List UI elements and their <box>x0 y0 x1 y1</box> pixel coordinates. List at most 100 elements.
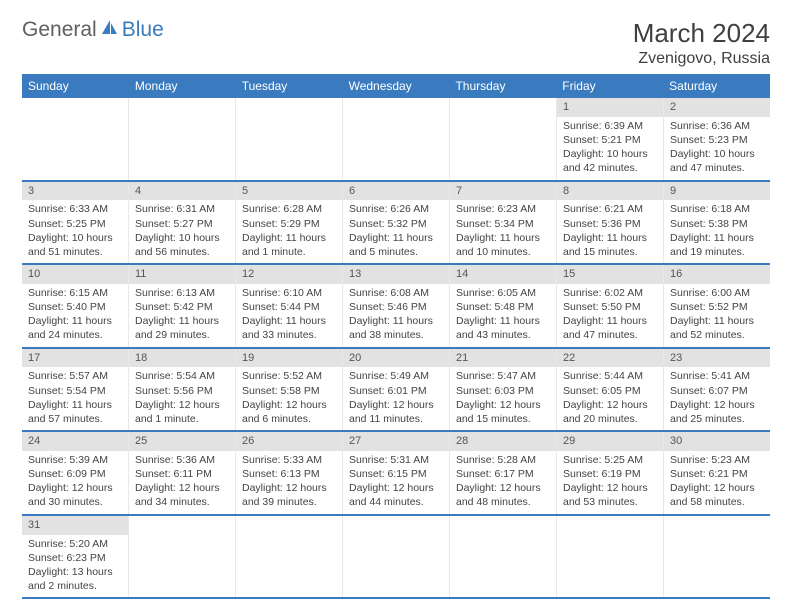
day-detail-line: and 56 minutes. <box>135 245 229 259</box>
day-detail-line: Sunrise: 6:10 AM <box>242 286 336 300</box>
day-number: 6 <box>343 182 449 201</box>
day-detail-line: and 2 minutes. <box>28 579 122 593</box>
day-number: 11 <box>129 265 235 284</box>
calendar-cell: 5Sunrise: 6:28 AMSunset: 5:29 PMDaylight… <box>236 182 343 264</box>
day-number: 15 <box>557 265 663 284</box>
day-number: 25 <box>129 432 235 451</box>
day-detail-line: Daylight: 13 hours <box>28 565 122 579</box>
calendar-row: 17Sunrise: 5:57 AMSunset: 5:54 PM Dayligh… <box>22 349 770 433</box>
day-number: 14 <box>450 265 556 284</box>
calendar-row: 1 Sunrise: 6:39 AMSunset: 5:21 PMDaylight… <box>22 98 770 182</box>
calendar-cell: 24Sunrise: 5:39 AMSunset: 6:09 PMDayligh… <box>22 432 129 514</box>
day-detail-line: Sunset: 6:01 PM <box>349 384 443 398</box>
day-detail-line: Sunset: 6:11 PM <box>135 467 229 481</box>
calendar-header-cell: Tuesday <box>236 74 343 98</box>
day-detail-line: and 39 minutes. <box>242 495 336 509</box>
calendar-cell: 19Sunrise: 5:52 AMSunset: 5:58 PMDayligh… <box>236 349 343 431</box>
day-detail-line: and 48 minutes. <box>456 495 550 509</box>
day-detail-line: Daylight: 11 hours <box>563 314 657 328</box>
day-detail-line: Daylight: 12 hours <box>349 481 443 495</box>
calendar-body: 1Sunrise: 6:39 AMSunset: 5:21 PMDaylight… <box>22 98 770 599</box>
day-number: 19 <box>236 349 342 368</box>
calendar-cell: 3Sunrise: 6:33 AMSunset: 5:25 PMDaylight… <box>22 182 129 264</box>
day-detail-line: Sunset: 5:21 PM <box>563 133 657 147</box>
calendar-cell: 31Sunrise: 5:20 AMSunset: 6:23 PMDayligh… <box>22 516 129 598</box>
day-detail-line: Daylight: 11 hours <box>349 231 443 245</box>
day-detail-line: Sunset: 5:44 PM <box>242 300 336 314</box>
day-number: 24 <box>22 432 128 451</box>
calendar-cell: 22Sunrise: 5:44 AMSunset: 6:05 PMDayligh… <box>557 349 664 431</box>
day-detail-line: Sunrise: 6:39 AM <box>563 119 657 133</box>
day-detail-line: Daylight: 11 hours <box>349 314 443 328</box>
day-detail-line: Sunset: 5:27 PM <box>135 217 229 231</box>
day-detail-line: Sunrise: 5:52 AM <box>242 369 336 383</box>
day-detail-line: Daylight: 12 hours <box>242 398 336 412</box>
day-detail-line: Sunset: 6:23 PM <box>28 551 122 565</box>
day-detail-line: Daylight: 11 hours <box>563 231 657 245</box>
day-detail-line: Sunrise: 5:20 AM <box>28 537 122 551</box>
calendar-header-cell: Saturday <box>663 74 770 98</box>
day-detail-line: Sunset: 6:07 PM <box>670 384 764 398</box>
day-number: 1 <box>557 98 663 117</box>
calendar-cell: 25Sunrise: 5:36 AMSunset: 6:11 PMDayligh… <box>129 432 236 514</box>
calendar-cell-empty <box>129 98 236 180</box>
day-detail-line: Sunrise: 5:33 AM <box>242 453 336 467</box>
day-detail-line: Daylight: 11 hours <box>242 314 336 328</box>
day-number: 23 <box>664 349 770 368</box>
calendar-header-cell: Friday <box>556 74 663 98</box>
calendar-cell: 15Sunrise: 6:02 AMSunset: 5:50 PMDayligh… <box>557 265 664 347</box>
calendar-cell: 6Sunrise: 6:26 AMSunset: 5:32 PMDaylight… <box>343 182 450 264</box>
day-number: 30 <box>664 432 770 451</box>
day-detail-line: Sunrise: 6:05 AM <box>456 286 550 300</box>
day-detail-line: Daylight: 12 hours <box>670 481 764 495</box>
day-number: 7 <box>450 182 556 201</box>
calendar-cell: 1 Sunrise: 6:39 AMSunset: 5:21 PMDaylight… <box>557 98 664 180</box>
day-detail-line: Daylight: 12 hours <box>242 481 336 495</box>
day-detail-line: and 19 minutes. <box>670 245 764 259</box>
day-detail-line: Sunrise: 5:25 AM <box>563 453 657 467</box>
calendar-header-row: SundayMondayTuesdayWednesdayThursdayFrid… <box>22 74 770 98</box>
calendar-row: 3Sunrise: 6:33 AMSunset: 5:25 PMDaylight… <box>22 182 770 266</box>
day-detail-line: Daylight: 12 hours <box>349 398 443 412</box>
day-detail-line: and 34 minutes. <box>135 495 229 509</box>
day-detail-line: Sunset: 6:19 PM <box>563 467 657 481</box>
day-detail-line: Daylight: 10 hours <box>135 231 229 245</box>
day-detail-line: Daylight: 11 hours <box>456 314 550 328</box>
day-detail-line: Sunrise: 5:41 AM <box>670 369 764 383</box>
calendar-cell-empty <box>236 516 343 598</box>
day-detail-line: Daylight: 10 hours <box>563 147 657 161</box>
day-number: 21 <box>450 349 556 368</box>
day-detail-line: Sunrise: 5:57 AM <box>28 369 122 383</box>
day-detail-line: Sunset: 5:52 PM <box>670 300 764 314</box>
day-detail-line: Sunset: 5:29 PM <box>242 217 336 231</box>
day-detail-line: and 33 minutes. <box>242 328 336 342</box>
day-number: 18 <box>129 349 235 368</box>
day-detail-line: and 15 minutes. <box>563 245 657 259</box>
calendar-cell: 14Sunrise: 6:05 AMSunset: 5:48 PMDayligh… <box>450 265 557 347</box>
calendar-cell: 8Sunrise: 6:21 AMSunset: 5:36 PMDaylight… <box>557 182 664 264</box>
day-detail-line: Sunset: 6:21 PM <box>670 467 764 481</box>
day-number: 8 <box>557 182 663 201</box>
day-detail-line: Sunset: 5:32 PM <box>349 217 443 231</box>
day-detail-line: Sunset: 5:54 PM <box>28 384 122 398</box>
day-detail-line: Sunrise: 5:31 AM <box>349 453 443 467</box>
day-number: 5 <box>236 182 342 201</box>
title-block: March 2024 Zvenigovo, Russia <box>633 18 770 68</box>
day-detail-line: and 53 minutes. <box>563 495 657 509</box>
day-detail-line: Sunset: 5:38 PM <box>670 217 764 231</box>
calendar-row: 10Sunrise: 6:15 AMSunset: 5:40 PMDayligh… <box>22 265 770 349</box>
day-detail-line: Sunrise: 5:49 AM <box>349 369 443 383</box>
day-number: 13 <box>343 265 449 284</box>
calendar-cell: 12Sunrise: 6:10 AMSunset: 5:44 PMDayligh… <box>236 265 343 347</box>
day-detail-line: Sunset: 5:36 PM <box>563 217 657 231</box>
calendar-cell-empty <box>450 516 557 598</box>
day-number: 29 <box>557 432 663 451</box>
day-detail-line: Sunrise: 6:23 AM <box>456 202 550 216</box>
day-detail-line: and 5 minutes. <box>349 245 443 259</box>
day-detail-line: and 44 minutes. <box>349 495 443 509</box>
day-detail-line: Sunset: 6:03 PM <box>456 384 550 398</box>
day-number: 17 <box>22 349 128 368</box>
day-number: 4 <box>129 182 235 201</box>
day-detail-line: and 42 minutes. <box>563 161 657 175</box>
day-number: 16 <box>664 265 770 284</box>
